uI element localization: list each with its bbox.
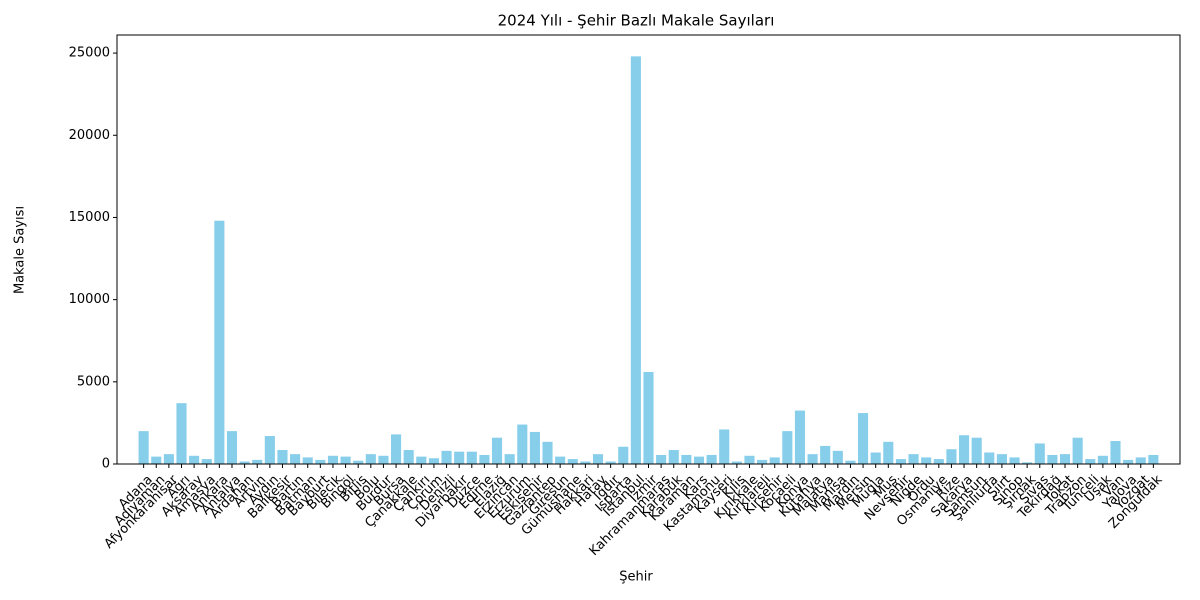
bar [858, 413, 869, 464]
bar [580, 461, 591, 464]
bar [189, 455, 200, 464]
bar [416, 456, 427, 464]
bar [479, 454, 490, 464]
bar [693, 456, 705, 464]
bar [542, 441, 553, 464]
bar [466, 451, 477, 464]
bar [378, 455, 389, 464]
bar [239, 461, 250, 464]
bar [365, 454, 376, 464]
bar [908, 454, 919, 464]
bar [706, 454, 717, 464]
bar [504, 454, 515, 464]
bar [731, 461, 742, 464]
bar [971, 437, 982, 464]
bar [1059, 454, 1071, 464]
bar [517, 424, 528, 464]
bar [214, 220, 225, 464]
bar [163, 454, 174, 464]
bar [870, 452, 881, 464]
bar [605, 461, 616, 464]
bar [996, 454, 1007, 464]
y-tick-label: 25000 [69, 46, 110, 61]
bar [340, 456, 351, 464]
bar [1047, 454, 1058, 464]
bar [807, 454, 818, 464]
bar [782, 431, 793, 464]
bar [567, 459, 578, 464]
bar [984, 452, 995, 464]
bar [454, 451, 465, 464]
bar [1097, 455, 1108, 464]
bar [315, 459, 326, 464]
y-axis-label: Makale Sayısı [13, 206, 28, 294]
x-axis-label: Şehir [619, 570, 653, 585]
bar [226, 431, 238, 464]
chart-title: 2024 Yılı - Şehir Bazlı Makale Sayıları [498, 12, 775, 30]
y-tick-label: 20000 [69, 128, 110, 143]
bar [921, 457, 932, 464]
bar [794, 410, 806, 464]
bar [719, 429, 730, 464]
bar [264, 436, 275, 464]
bar [1072, 437, 1083, 464]
bar [302, 457, 313, 464]
bar [630, 56, 641, 464]
bar [353, 460, 364, 464]
y-tick-label: 15000 [69, 210, 110, 225]
bar [681, 454, 692, 464]
bar [958, 435, 970, 464]
bar [769, 457, 780, 464]
bar [832, 450, 843, 464]
y-tick-label: 10000 [69, 292, 110, 307]
bar [820, 445, 831, 464]
bar [252, 459, 263, 464]
bar [403, 450, 414, 464]
bar [845, 460, 856, 464]
y-tick-label: 0 [102, 457, 110, 472]
bar [391, 434, 402, 464]
bar [138, 431, 149, 464]
bar [491, 437, 503, 464]
y-tick-label: 5000 [77, 374, 110, 389]
bar [643, 371, 654, 464]
bar [618, 446, 629, 464]
bar [1009, 457, 1020, 464]
bar [1034, 443, 1045, 464]
bar [1110, 440, 1121, 464]
bar [757, 459, 768, 464]
bar [290, 454, 301, 464]
bar [656, 454, 667, 464]
bar [176, 403, 187, 464]
bar [327, 455, 339, 464]
bar [592, 454, 604, 464]
bar [744, 455, 755, 464]
bar [1022, 462, 1033, 464]
bar [895, 459, 906, 464]
plot-frame [116, 34, 1181, 465]
bar [555, 456, 566, 464]
bar [441, 450, 452, 464]
bar [1148, 454, 1159, 464]
bar [1123, 459, 1134, 464]
bar [668, 450, 679, 464]
bar [883, 441, 894, 464]
bar [946, 449, 957, 464]
bar [933, 459, 944, 464]
bar [1135, 457, 1146, 464]
bar [201, 459, 212, 464]
bar [1085, 459, 1096, 464]
bar [428, 458, 439, 464]
bar [151, 456, 162, 464]
bar [529, 431, 540, 464]
bar [277, 450, 288, 464]
